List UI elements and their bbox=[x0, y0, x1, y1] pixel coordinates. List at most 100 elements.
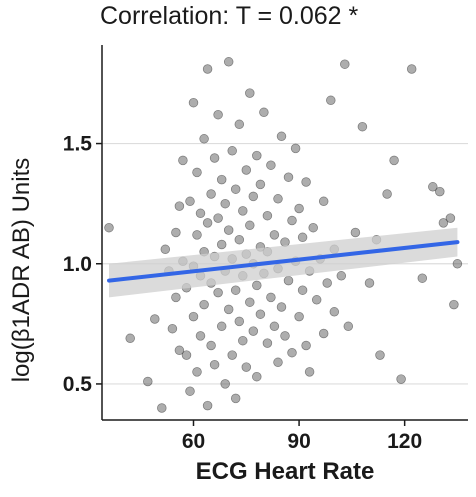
data-point bbox=[336, 271, 347, 281]
data-point bbox=[252, 280, 262, 291]
data-point bbox=[294, 311, 304, 322]
data-point bbox=[340, 59, 350, 69]
data-point bbox=[195, 208, 206, 219]
data-point bbox=[171, 292, 181, 303]
data-point bbox=[188, 311, 199, 322]
data-point bbox=[357, 121, 368, 132]
data-point bbox=[213, 109, 223, 120]
data-point bbox=[350, 227, 361, 238]
data-point bbox=[167, 323, 178, 334]
trend-group bbox=[107, 227, 460, 298]
data-point bbox=[209, 359, 220, 370]
data-point bbox=[396, 374, 406, 384]
data-point bbox=[178, 155, 188, 166]
data-point bbox=[227, 350, 237, 360]
data-point bbox=[241, 165, 252, 175]
data-point bbox=[266, 292, 276, 303]
data-point bbox=[255, 179, 266, 190]
chart-title: Correlation: T = 0.062 * bbox=[100, 2, 359, 30]
data-point bbox=[143, 376, 153, 387]
data-point bbox=[269, 321, 280, 332]
axes bbox=[96, 45, 468, 426]
data-point bbox=[318, 196, 329, 207]
data-point bbox=[301, 177, 311, 187]
data-point bbox=[213, 287, 223, 298]
data-point bbox=[262, 210, 273, 221]
data-point bbox=[192, 230, 202, 240]
data-point bbox=[234, 316, 245, 327]
data-point bbox=[304, 367, 315, 377]
data-point bbox=[188, 97, 199, 108]
data-point bbox=[297, 232, 308, 243]
data-point bbox=[280, 331, 290, 341]
data-point bbox=[266, 160, 276, 170]
data-point bbox=[104, 222, 114, 233]
y-tick-label: 1.0 bbox=[63, 253, 92, 276]
data-point bbox=[238, 206, 248, 216]
data-point bbox=[185, 386, 195, 396]
data-point bbox=[287, 215, 297, 226]
y-tick-label: 0.5 bbox=[63, 373, 93, 396]
data-point bbox=[252, 371, 262, 382]
data-point bbox=[216, 239, 227, 250]
trend-line bbox=[107, 240, 460, 283]
data-point bbox=[216, 321, 227, 332]
data-point bbox=[428, 182, 438, 192]
data-point bbox=[209, 153, 220, 163]
data-point bbox=[216, 174, 227, 185]
data-point bbox=[375, 350, 385, 360]
data-point bbox=[283, 275, 294, 286]
data-point bbox=[174, 201, 185, 211]
data-point bbox=[213, 213, 223, 223]
data-point bbox=[202, 218, 213, 228]
data-point bbox=[234, 119, 245, 130]
data-point bbox=[287, 347, 297, 358]
data-point bbox=[234, 234, 245, 245]
data-point bbox=[343, 321, 354, 332]
data-point bbox=[248, 326, 259, 336]
data-point bbox=[311, 295, 322, 305]
data-point bbox=[445, 213, 456, 223]
data-point bbox=[230, 184, 241, 194]
data-point bbox=[230, 285, 241, 295]
data-point bbox=[192, 367, 202, 377]
data-point bbox=[364, 278, 375, 288]
data-point bbox=[276, 131, 287, 142]
data-point bbox=[259, 107, 269, 118]
y-tick-label: 1.5 bbox=[63, 133, 93, 156]
data-point bbox=[262, 338, 273, 348]
data-point bbox=[276, 302, 287, 312]
data-point bbox=[192, 167, 202, 178]
data-point bbox=[125, 333, 135, 344]
data-point bbox=[202, 64, 213, 74]
x-tick-label: 120 bbox=[387, 430, 422, 453]
data-point bbox=[220, 379, 230, 389]
data-point bbox=[449, 299, 459, 310]
data-point bbox=[329, 307, 340, 317]
x-tick-label: 60 bbox=[182, 430, 205, 453]
data-point bbox=[223, 225, 234, 235]
data-point bbox=[160, 244, 171, 255]
data-point bbox=[223, 304, 234, 315]
data-point bbox=[238, 335, 248, 346]
data-point bbox=[269, 230, 280, 240]
data-point bbox=[245, 220, 255, 231]
data-point bbox=[199, 134, 209, 144]
data-point bbox=[199, 299, 209, 310]
data-point bbox=[273, 357, 283, 368]
data-point bbox=[206, 189, 216, 199]
data-point bbox=[174, 345, 185, 356]
data-point bbox=[255, 309, 266, 319]
data-point bbox=[290, 143, 301, 154]
data-point bbox=[245, 88, 255, 98]
data-point bbox=[318, 328, 329, 339]
data-point bbox=[195, 331, 206, 341]
data-point bbox=[185, 196, 195, 207]
data-point bbox=[322, 278, 332, 288]
tick-labels: 0.5 1.0 1.5 60 90 120 bbox=[63, 133, 422, 453]
data-point bbox=[389, 155, 399, 166]
data-point bbox=[452, 259, 463, 269]
data-point bbox=[171, 227, 181, 238]
x-tick-label: 90 bbox=[287, 430, 310, 453]
